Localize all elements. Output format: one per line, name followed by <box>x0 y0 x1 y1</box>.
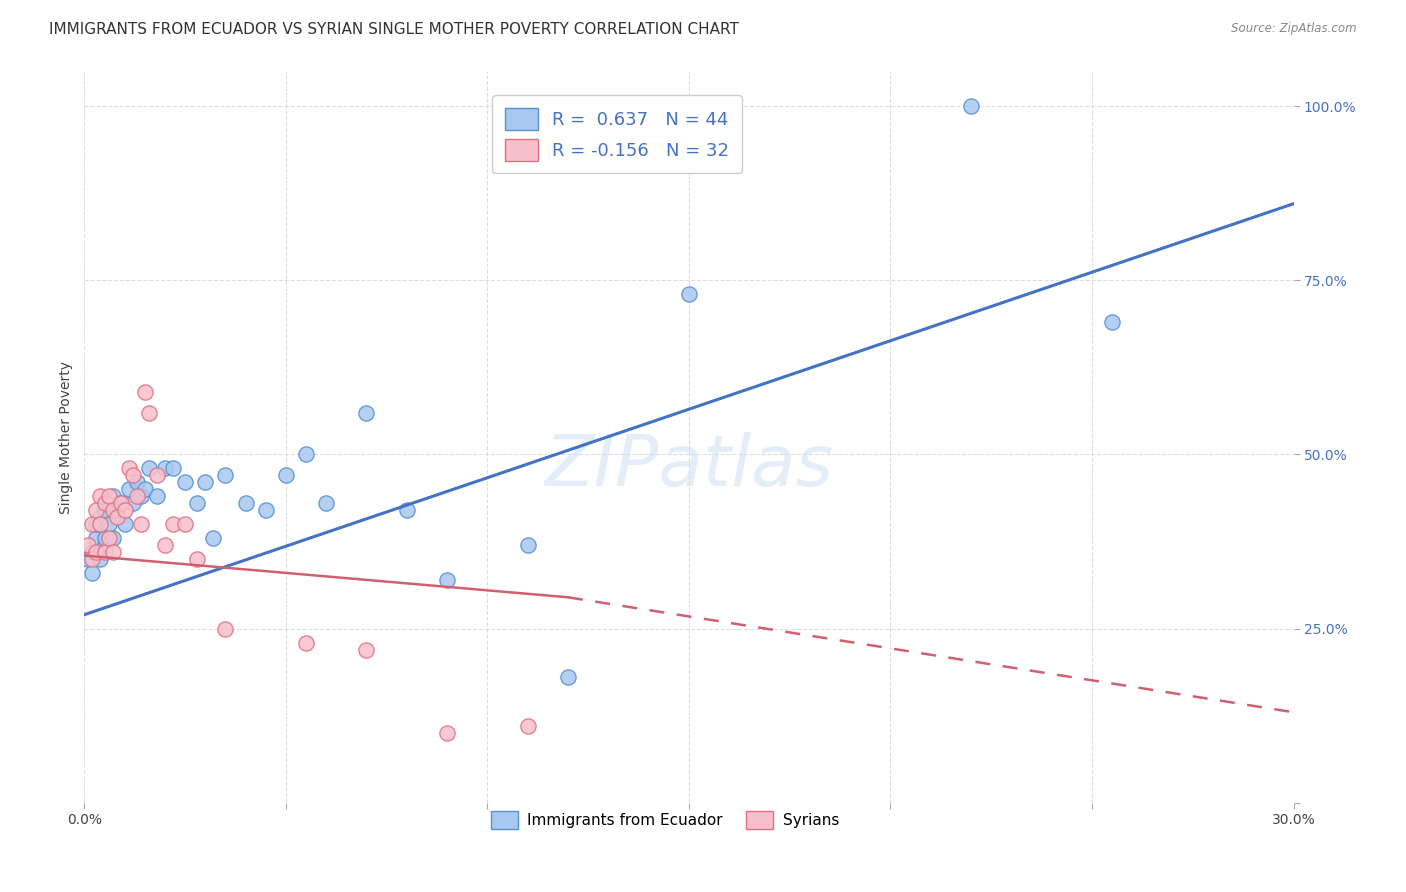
Point <box>97 489 120 503</box>
Point <box>146 468 169 483</box>
Point <box>295 635 318 649</box>
Point <box>557 670 579 684</box>
Point <box>93 538 115 552</box>
Text: IMMIGRANTS FROM ECUADOR VS SYRIAN SINGLE MOTHER POVERTY CORRELATION CHART: IMMIGRANTS FROM ECUADOR VS SYRIAN SINGLE… <box>49 22 740 37</box>
Point <box>436 573 458 587</box>
Point <box>146 489 169 503</box>
Point <box>114 503 136 517</box>
Point <box>1101 315 1123 329</box>
Point <box>153 538 176 552</box>
Y-axis label: Single Mother Poverty: Single Mother Poverty <box>59 360 73 514</box>
Text: Source: ZipAtlas.com: Source: ZipAtlas.com <box>1232 22 1357 36</box>
Point <box>125 475 148 490</box>
Point <box>93 531 115 545</box>
Point <box>121 496 143 510</box>
Point <box>129 489 152 503</box>
Point <box>82 566 104 580</box>
Point <box>86 531 108 545</box>
Point <box>93 503 115 517</box>
Point <box>315 496 337 510</box>
Point <box>254 503 277 517</box>
Point <box>118 483 141 497</box>
Text: ZIPatlas: ZIPatlas <box>544 432 834 500</box>
Point <box>129 517 152 532</box>
Point <box>153 461 176 475</box>
Point <box>214 622 236 636</box>
Point <box>186 552 208 566</box>
Point <box>516 538 538 552</box>
Point <box>93 545 115 559</box>
Point <box>86 545 108 559</box>
Point <box>97 496 120 510</box>
Point <box>89 517 111 532</box>
Point <box>121 468 143 483</box>
Point <box>356 642 378 657</box>
Point <box>125 489 148 503</box>
Point <box>138 461 160 475</box>
Point <box>101 545 124 559</box>
Point <box>97 517 120 532</box>
Legend: Immigrants from Ecuador, Syrians: Immigrants from Ecuador, Syrians <box>485 805 845 836</box>
Point <box>82 517 104 532</box>
Point <box>82 545 104 559</box>
Point <box>162 517 184 532</box>
Point <box>97 531 120 545</box>
Point <box>118 461 141 475</box>
Point <box>174 517 197 532</box>
Point <box>295 448 318 462</box>
Point <box>134 384 156 399</box>
Point <box>395 503 418 517</box>
Point <box>101 489 124 503</box>
Point <box>516 719 538 733</box>
Point <box>89 552 111 566</box>
Point <box>82 552 104 566</box>
Point <box>162 461 184 475</box>
Point <box>101 531 124 545</box>
Point <box>194 475 217 490</box>
Point <box>101 503 124 517</box>
Point <box>89 510 111 524</box>
Point <box>110 496 132 510</box>
Point <box>274 468 297 483</box>
Point <box>214 468 236 483</box>
Point <box>105 510 128 524</box>
Point <box>138 406 160 420</box>
Point <box>202 531 225 545</box>
Point <box>678 287 700 301</box>
Point <box>960 99 983 113</box>
Point <box>93 496 115 510</box>
Point <box>186 496 208 510</box>
Point <box>134 483 156 497</box>
Point <box>174 475 197 490</box>
Point <box>89 489 111 503</box>
Point <box>436 726 458 740</box>
Point <box>235 496 257 510</box>
Point <box>114 517 136 532</box>
Point <box>86 517 108 532</box>
Point <box>110 496 132 510</box>
Point <box>356 406 378 420</box>
Point <box>77 538 100 552</box>
Point <box>105 503 128 517</box>
Point <box>86 503 108 517</box>
Point <box>77 552 100 566</box>
